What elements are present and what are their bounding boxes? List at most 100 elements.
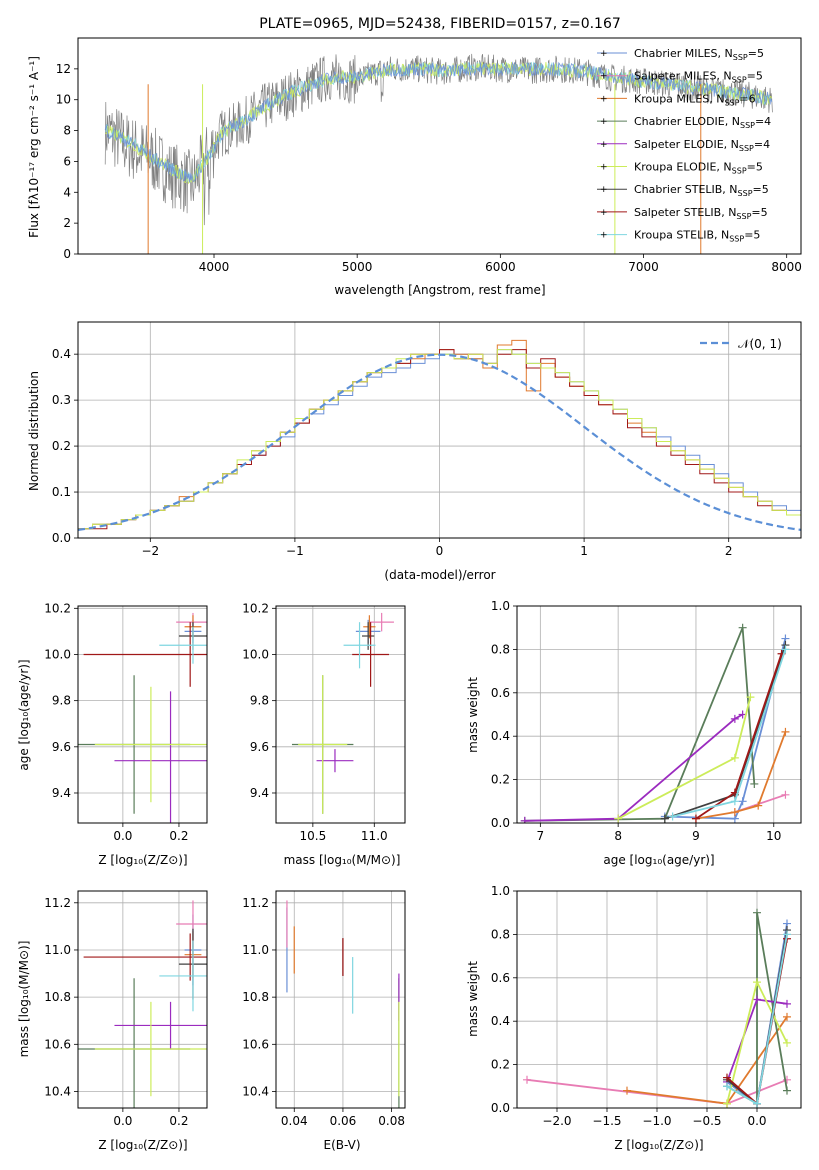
x-tick-label: 4000 — [199, 260, 230, 274]
y-tick-label: 2 — [63, 216, 71, 230]
x-tick-label: −1 — [286, 544, 304, 558]
legend-value: =5 — [747, 70, 763, 83]
y-tick-label: 10.6 — [44, 1037, 71, 1051]
mwz-ylabel: mass weight — [466, 961, 480, 1037]
weight-marker — [753, 978, 761, 987]
x-tick-label: 0 — [436, 544, 444, 558]
weight-marker — [730, 753, 739, 762]
legend-label: Salpeter MILES, NSSP=5 — [634, 70, 763, 85]
axes-frame — [77, 37, 802, 255]
mass-vs-metallicity-panel: 0.0 0.2 10.4 10.6 10.8 11.0 11.2 — [44, 890, 208, 1128]
y-tick-label: 10.4 — [44, 1084, 71, 1098]
x-tick-label: 8 — [614, 829, 622, 843]
y-tick-label: 9.6 — [250, 740, 269, 754]
weight-marker — [614, 814, 623, 823]
x-tick-label: 0.2 — [169, 829, 188, 843]
y-tick-label: 10.6 — [242, 1037, 269, 1051]
y-tick-label: 11.0 — [242, 943, 269, 957]
legend-marker: + — [600, 140, 608, 150]
y-tick-label: 0.0 — [491, 816, 510, 830]
weight-marker — [691, 814, 700, 823]
axes-frame — [516, 890, 802, 1109]
y-tick-label: 11.0 — [44, 943, 71, 957]
weight-marker — [738, 623, 747, 632]
weight-marker — [783, 1086, 791, 1095]
legend-value: =5 — [748, 47, 764, 60]
figure-title: PLATE=0965, MJD=52438, FIBERID=0157, z=0… — [259, 16, 621, 32]
weight-marker — [783, 930, 791, 939]
weight-marker — [753, 1099, 761, 1108]
weight-marker — [781, 645, 790, 654]
legend-value: =5 — [747, 161, 763, 174]
error-bars — [78, 900, 207, 1108]
legend-marker: + — [600, 208, 608, 218]
y-tick-label: 11.2 — [44, 896, 71, 910]
weight-marker — [723, 1082, 731, 1091]
weight-marker — [754, 801, 763, 810]
y-tick-label: 9.8 — [250, 694, 269, 708]
x-tick-label: 0.0 — [747, 1114, 766, 1128]
age-vs-mass-panel: 10.5 11.0 9.4 9.6 9.8 10.0 10.2 — [242, 601, 406, 843]
error-bars — [286, 900, 400, 1108]
y-tick-label: 10.0 — [242, 647, 269, 661]
weight-marker — [668, 812, 677, 821]
axes-frame — [275, 605, 406, 824]
legend-subscript: SSP — [732, 167, 747, 176]
legend-subscript: SSP — [724, 98, 739, 107]
y-tick-label: 0.0 — [52, 531, 71, 545]
y-tick-label: 0.2 — [491, 773, 510, 787]
mass-weight-vs-metallicity-panel: −2.0 −1.5 −1.0 −0.5 0.0 0.0 0.2 0.4 0.6 0.8 1.0 — [491, 884, 802, 1128]
weight-marker — [730, 808, 739, 817]
legend-label: Kroupa ELODIE, NSSP=5 — [634, 161, 763, 176]
weight-marker — [750, 779, 759, 788]
legend-marker: + — [600, 94, 608, 104]
y-tick-label: 10.2 — [44, 601, 71, 615]
residual-legend-label: 𝒩(0, 1) — [738, 337, 782, 351]
x-tick-label: 1 — [580, 544, 588, 558]
legend-label: Chabrier MILES, NSSP=5 — [634, 47, 764, 62]
legend-value: =4 — [754, 138, 770, 151]
massz-ylabel: mass [log₁₀(M/M⊙)] — [17, 941, 31, 1058]
legend-subscript: SSP — [739, 144, 754, 153]
legend-subscript: SSP — [732, 76, 747, 85]
y-tick-label: 9.8 — [52, 694, 71, 708]
y-tick-label: 0.1 — [52, 485, 71, 499]
x-tick-label: −2 — [141, 544, 159, 558]
y-tick-label: 0.8 — [491, 927, 510, 941]
x-tick-label: 9 — [692, 829, 700, 843]
weight-marker — [746, 693, 755, 702]
legend-label: Salpeter STELIB, NSSP=5 — [634, 206, 768, 221]
normal-curve — [78, 353, 801, 531]
legend-label: Chabrier STELIB, NSSP=5 — [634, 183, 769, 198]
legend-label: Kroupa STELIB, NSSP=5 — [634, 229, 760, 244]
x-tick-label: 2 — [725, 544, 733, 558]
agem-xlabel: mass [log₁₀(M/M⊙)] — [284, 853, 401, 867]
weight-marker — [623, 1086, 631, 1095]
y-tick-label: 1.0 — [491, 599, 510, 613]
legend-subscript: SSP — [729, 235, 744, 244]
mwage-ylabel: mass weight — [466, 677, 480, 753]
axes-frame — [77, 605, 208, 824]
agez-xlabel: Z [log₁₀(Z/Z⊙)] — [98, 853, 187, 867]
agez-ylabel: age [log₁₀(age/yr)] — [17, 659, 31, 770]
y-tick-label: 0.3 — [52, 393, 71, 407]
massebv-xlabel: E(B-V) — [323, 1138, 360, 1152]
weight-lines — [520, 623, 790, 823]
mwz-xlabel: Z [log₁₀(Z/Z⊙)] — [614, 1138, 703, 1152]
spectrum-ylabel: Flux [fλ10⁻¹⁷ erg cm⁻² s⁻¹ A⁻¹] — [27, 56, 41, 238]
legend-marker: + — [600, 231, 608, 241]
legend-marker: + — [600, 49, 608, 59]
y-tick-label: 6 — [63, 154, 71, 168]
y-tick-label: 0 — [63, 247, 71, 261]
legend-value: =4 — [755, 115, 771, 128]
y-tick-label: 0.6 — [491, 686, 510, 700]
massz-xlabel: Z [log₁₀(Z/Z⊙)] — [98, 1138, 187, 1152]
residual-xlabel: (data-model)/error — [384, 568, 495, 582]
residual-histogram-panel: −2 −1 0 1 2 0.0 0.1 0.2 0.3 0.4 — [52, 321, 802, 558]
histogram-series — [78, 349, 801, 538]
x-tick-label: 6000 — [485, 260, 516, 274]
weight-lines — [523, 908, 791, 1108]
x-tick-label: 0.04 — [281, 1114, 308, 1128]
y-tick-label: 0.0 — [491, 1101, 510, 1115]
